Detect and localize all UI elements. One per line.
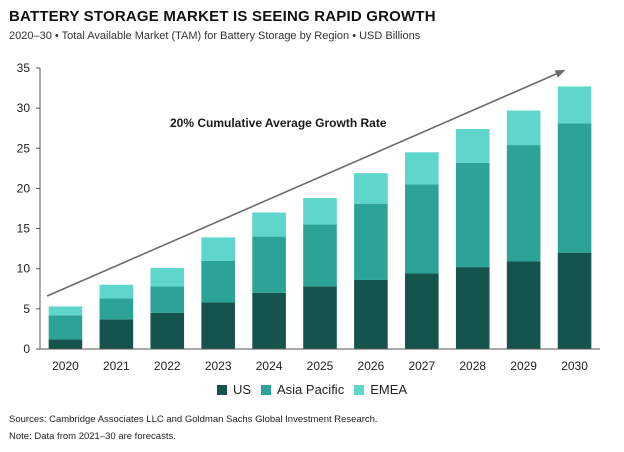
- bar-asia-pacific-2027: [405, 184, 439, 274]
- y-tick-label: 35: [17, 61, 31, 75]
- y-axis: 0 5 10 15 20 25 30 35: [17, 61, 41, 356]
- growth-rate-annotation: 20% Cumulative Average Growth Rate: [170, 116, 387, 130]
- x-axis: 2020 2021 2022 2023 2024 2025 2026 2027 2028 2029…: [40, 348, 600, 373]
- y-tick-label: 5: [23, 302, 30, 316]
- bar-us-2029: [506, 261, 541, 349]
- bar-emea-2029: [506, 110, 541, 146]
- chart-subtitle: 2020–30 • Total Available Market (TAM) f…: [9, 30, 421, 42]
- bar-asia-pacific-2022: [150, 286, 185, 313]
- y-tick-label: 15: [17, 222, 31, 236]
- bar-emea-2027: [405, 152, 439, 185]
- y-tick-label: 30: [17, 101, 31, 115]
- legend-item-us: US: [216, 382, 251, 397]
- legend-swatch: [216, 385, 227, 395]
- x-tick-label: 2029: [510, 359, 537, 373]
- bar-us-2028: [455, 267, 490, 349]
- bar-emea-2028: [455, 129, 490, 163]
- legend-swatch: [261, 385, 271, 395]
- x-tick-label: 2028: [459, 359, 486, 373]
- y-tick-label: 20: [17, 181, 31, 195]
- bar-emea-2030: [557, 86, 592, 124]
- forecast-note: Note: Data from 2021–30 are forecasts.: [9, 431, 176, 442]
- bar-us-2020: [48, 339, 83, 349]
- bar-emea-2020: [48, 306, 83, 316]
- x-tick-label: 2022: [154, 359, 181, 373]
- legend-label: Asia Pacific: [277, 382, 345, 397]
- bar-asia-pacific-2024: [252, 236, 286, 293]
- bar-us-2030: [557, 252, 592, 349]
- y-tick-label: 10: [17, 262, 31, 276]
- bar-us-2025: [303, 286, 337, 349]
- bar-emea-2026: [354, 173, 388, 204]
- bar-emea-2022: [150, 267, 185, 287]
- bar-us-2021: [99, 319, 134, 349]
- bar-emea-2024: [252, 212, 286, 237]
- x-tick-label: 2024: [256, 359, 283, 373]
- y-tick-label: 25: [17, 141, 31, 155]
- bar-us-2027: [405, 273, 439, 349]
- legend: US Asia Pacific EMEA: [0, 382, 624, 397]
- x-tick-label: 2023: [205, 359, 232, 373]
- bar-emea-2023: [201, 237, 235, 261]
- bar-emea-2021: [99, 284, 134, 299]
- bar-us-2024: [252, 292, 286, 349]
- bar-asia-pacific-2020: [48, 315, 83, 340]
- x-tick-label: 2025: [307, 359, 334, 373]
- x-tick-label: 2021: [103, 359, 130, 373]
- y-tick-label: 0: [23, 342, 30, 356]
- legend-swatch: [354, 385, 365, 395]
- bar-asia-pacific-2029: [506, 145, 541, 262]
- bar-us-2026: [354, 279, 388, 349]
- x-tick-label: 2027: [408, 359, 435, 373]
- bar-us-2023: [201, 302, 235, 349]
- legend-label: US: [232, 382, 251, 397]
- x-tick-label: 2020: [52, 359, 79, 373]
- bar-asia-pacific-2028: [455, 162, 490, 268]
- bar-us-2022: [150, 312, 185, 349]
- sources-note: Sources: Cambridge Associates LLC and Go…: [9, 414, 378, 425]
- x-tick-label: 2026: [358, 359, 385, 373]
- bar-asia-pacific-2030: [557, 123, 592, 253]
- legend-item-asia-pacific: Asia Pacific: [261, 382, 344, 397]
- bar-asia-pacific-2023: [201, 260, 235, 303]
- bar-asia-pacific-2026: [354, 203, 388, 280]
- chart-title: BATTERY STORAGE MARKET IS SEEING RAPID G…: [9, 8, 436, 25]
- legend-label: EMEA: [370, 382, 408, 397]
- bar-emea-2025: [303, 198, 337, 225]
- trend-arrow: [46, 69, 566, 297]
- legend-item-emea: EMEA: [354, 382, 407, 397]
- bar-asia-pacific-2021: [99, 298, 134, 320]
- x-tick-label: 2030: [561, 359, 588, 373]
- bars: [48, 86, 592, 349]
- bar-asia-pacific-2025: [303, 224, 337, 287]
